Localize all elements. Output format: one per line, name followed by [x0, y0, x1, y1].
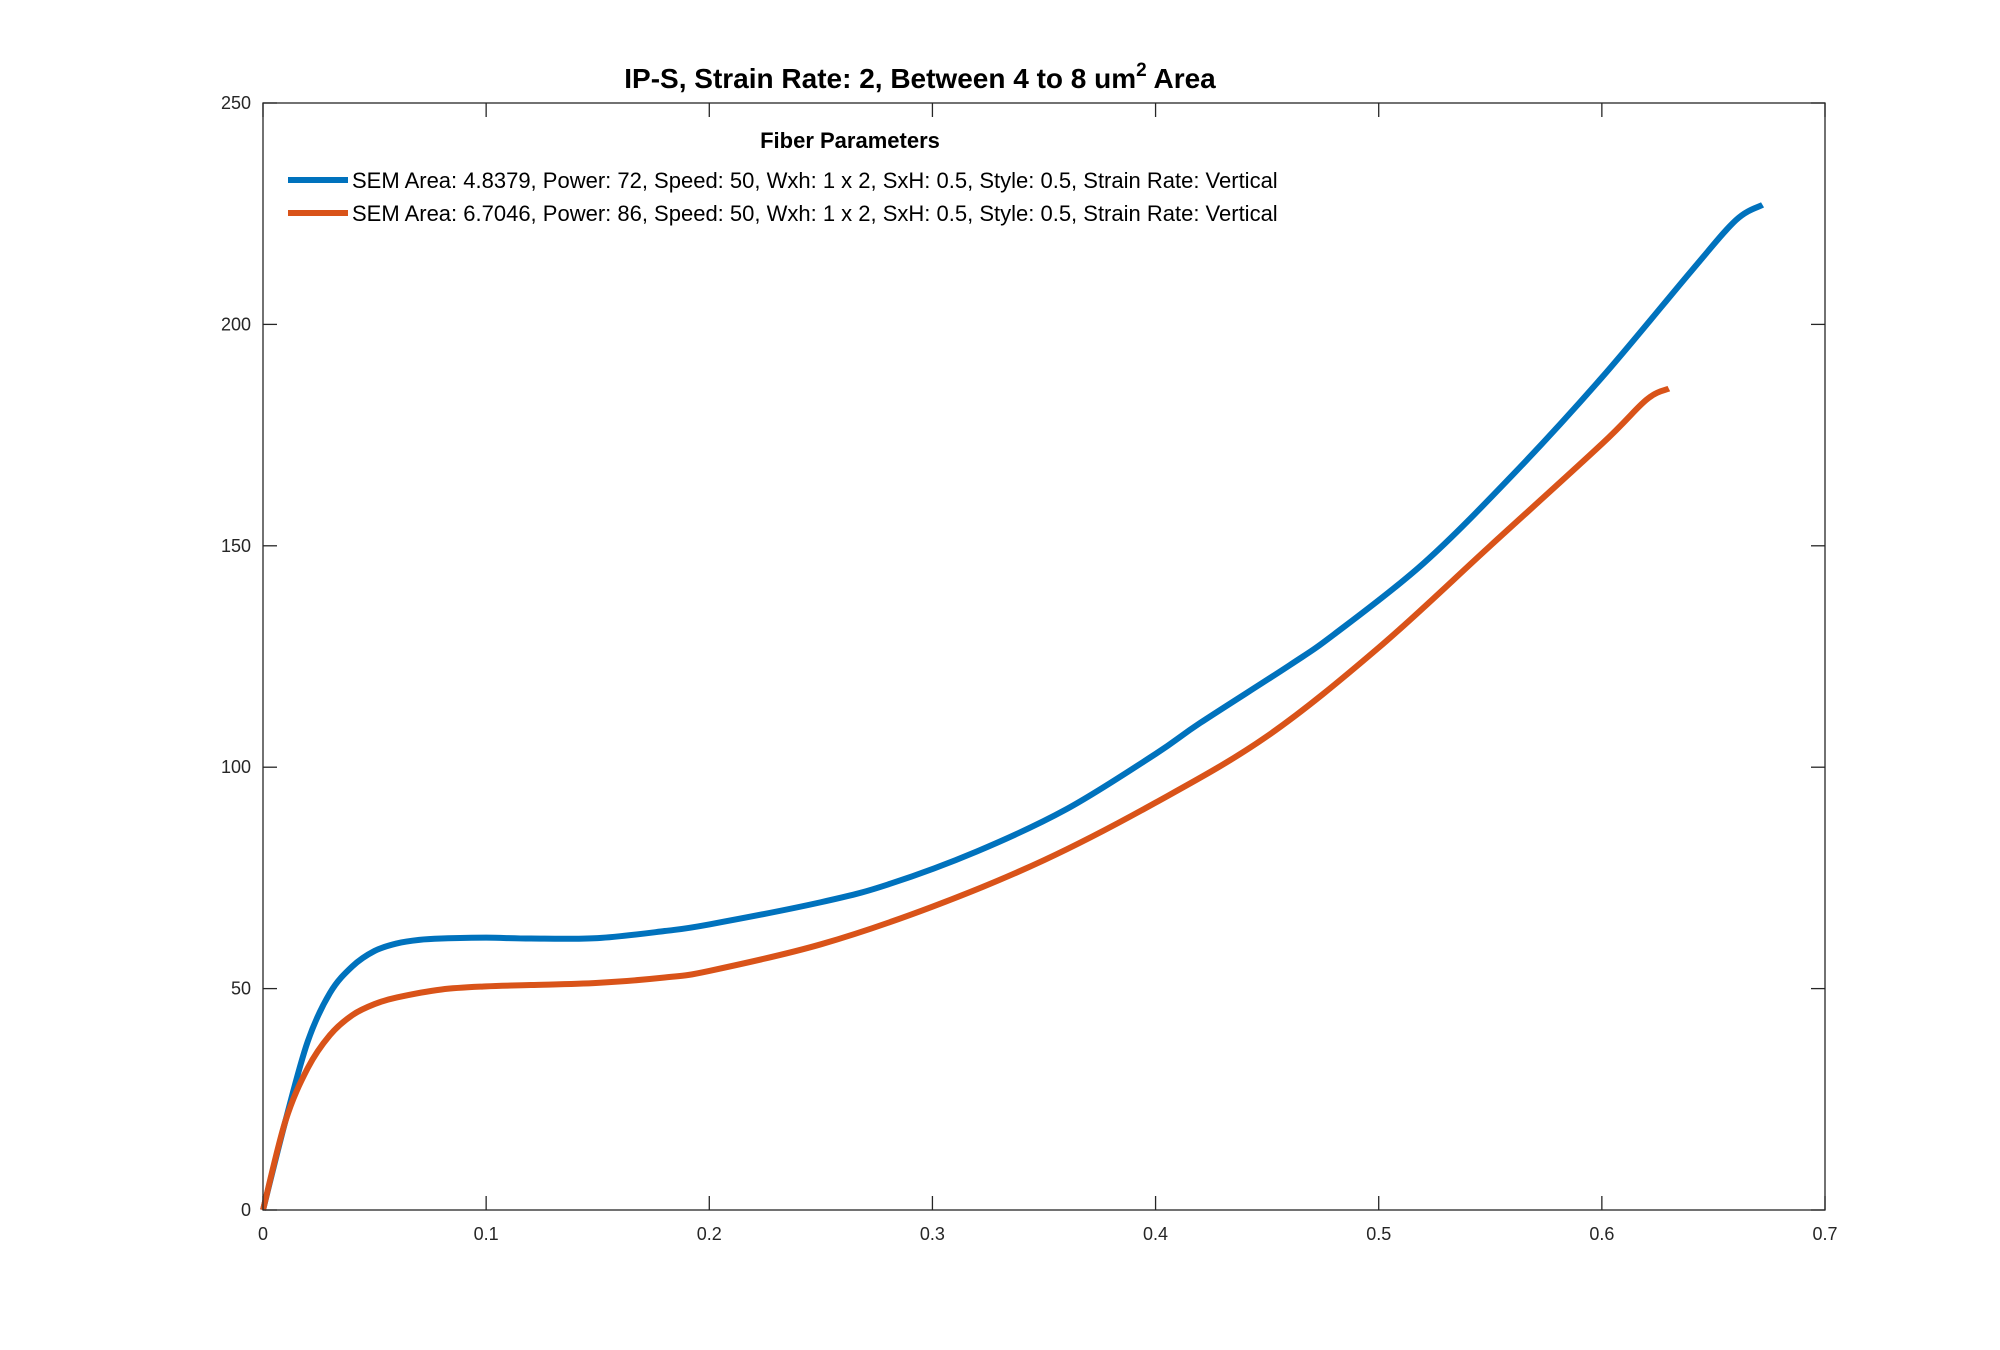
- y-tick-label: 150: [221, 536, 251, 556]
- x-tick-label: 0.2: [697, 1224, 722, 1244]
- x-tick-label: 0: [258, 1224, 268, 1244]
- legend-label-series-2: SEM Area: 6.7046, Power: 86, Speed: 50, …: [352, 201, 1278, 226]
- series-line-1: [260, 202, 1765, 1211]
- legend-label-series-1: SEM Area: 4.8379, Power: 72, Speed: 50, …: [352, 168, 1278, 193]
- plot-frame: [262, 102, 1826, 1211]
- x-tick-label: 0.5: [1366, 1224, 1391, 1244]
- chart-title-suffix: Area: [1147, 63, 1216, 94]
- chart-title: IP-S, Strain Rate: 2, Between 4 to 8 um2…: [624, 60, 1216, 94]
- y-tick-label: 250: [221, 93, 251, 113]
- data-series: [260, 202, 1765, 1211]
- x-tick-label: 0.3: [920, 1224, 945, 1244]
- y-tick-label: 0: [241, 1200, 251, 1220]
- legend-title: Fiber Parameters: [760, 128, 940, 153]
- x-tick-label: 0.6: [1589, 1224, 1614, 1244]
- x-tick-label: 0.7: [1812, 1224, 1837, 1244]
- series-line-2: [260, 385, 1671, 1211]
- legend: Fiber Parameters SEM Area: 4.8379, Power…: [288, 128, 1278, 226]
- plot-area: [263, 103, 1825, 1210]
- x-tick-label: 0.4: [1143, 1224, 1168, 1244]
- x-tick-label: 0.1: [474, 1224, 499, 1244]
- y-tick-label: 100: [221, 757, 251, 777]
- chart-title-main: IP-S, Strain Rate: 2, Between 4 to 8 um: [624, 63, 1136, 94]
- chart-title-superscript: 2: [1136, 60, 1147, 81]
- axis-ticks: 0 0.1 0.2 0.3 0.4 0.5 0.6 0.7 0 50 100 150 200 250: [221, 93, 1838, 1244]
- y-tick-label: 50: [231, 979, 251, 999]
- y-tick-label: 200: [221, 314, 251, 334]
